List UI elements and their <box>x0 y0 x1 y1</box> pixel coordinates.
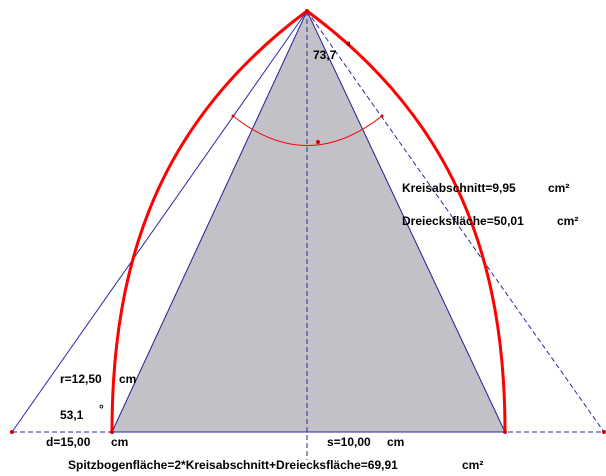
formula-unit: cm² <box>462 458 483 472</box>
segment-area-unit: cm² <box>548 181 569 195</box>
point-arc-right <box>380 114 384 118</box>
angle-base-unit: ° <box>99 402 104 416</box>
dashed-line-right <box>306 10 605 433</box>
apex-angle-arc <box>232 115 383 146</box>
side-unit: cm <box>387 435 404 449</box>
diameter-label: d=15,00 <box>46 435 91 449</box>
radius-unit: cm <box>119 372 136 386</box>
diameter-unit: cm <box>111 435 128 449</box>
arch-left-arc <box>110 9 308 433</box>
point-arc-mid <box>316 140 320 144</box>
construction-points <box>10 9 606 434</box>
pointed-arch <box>110 9 507 433</box>
angle-top-label: 73,7 <box>313 48 337 62</box>
radius-label: r=12,50 <box>60 372 102 386</box>
angle-base-label: 53,1 <box>60 408 84 422</box>
point-far-left <box>10 430 14 434</box>
point-far-right <box>602 430 606 434</box>
point-arc-left <box>231 114 235 118</box>
angle-top-unit: ° <box>346 39 351 53</box>
point-base-right <box>503 430 507 434</box>
side-label: s=10,00 <box>327 435 371 449</box>
point-apex <box>305 9 309 13</box>
triangle-area-label: Dreiecksfläche=50,01 <box>402 214 524 228</box>
formula-label: Spitzbogenfläche=2*Kreisabschnitt+Dreiec… <box>68 458 398 472</box>
arch-right-arc <box>306 9 507 433</box>
point-base-left <box>110 430 114 434</box>
segment-area-label: Kreisabschnitt=9,95 <box>402 181 516 195</box>
triangle-area-unit: cm² <box>557 214 578 228</box>
construction-line-left <box>11 10 308 433</box>
